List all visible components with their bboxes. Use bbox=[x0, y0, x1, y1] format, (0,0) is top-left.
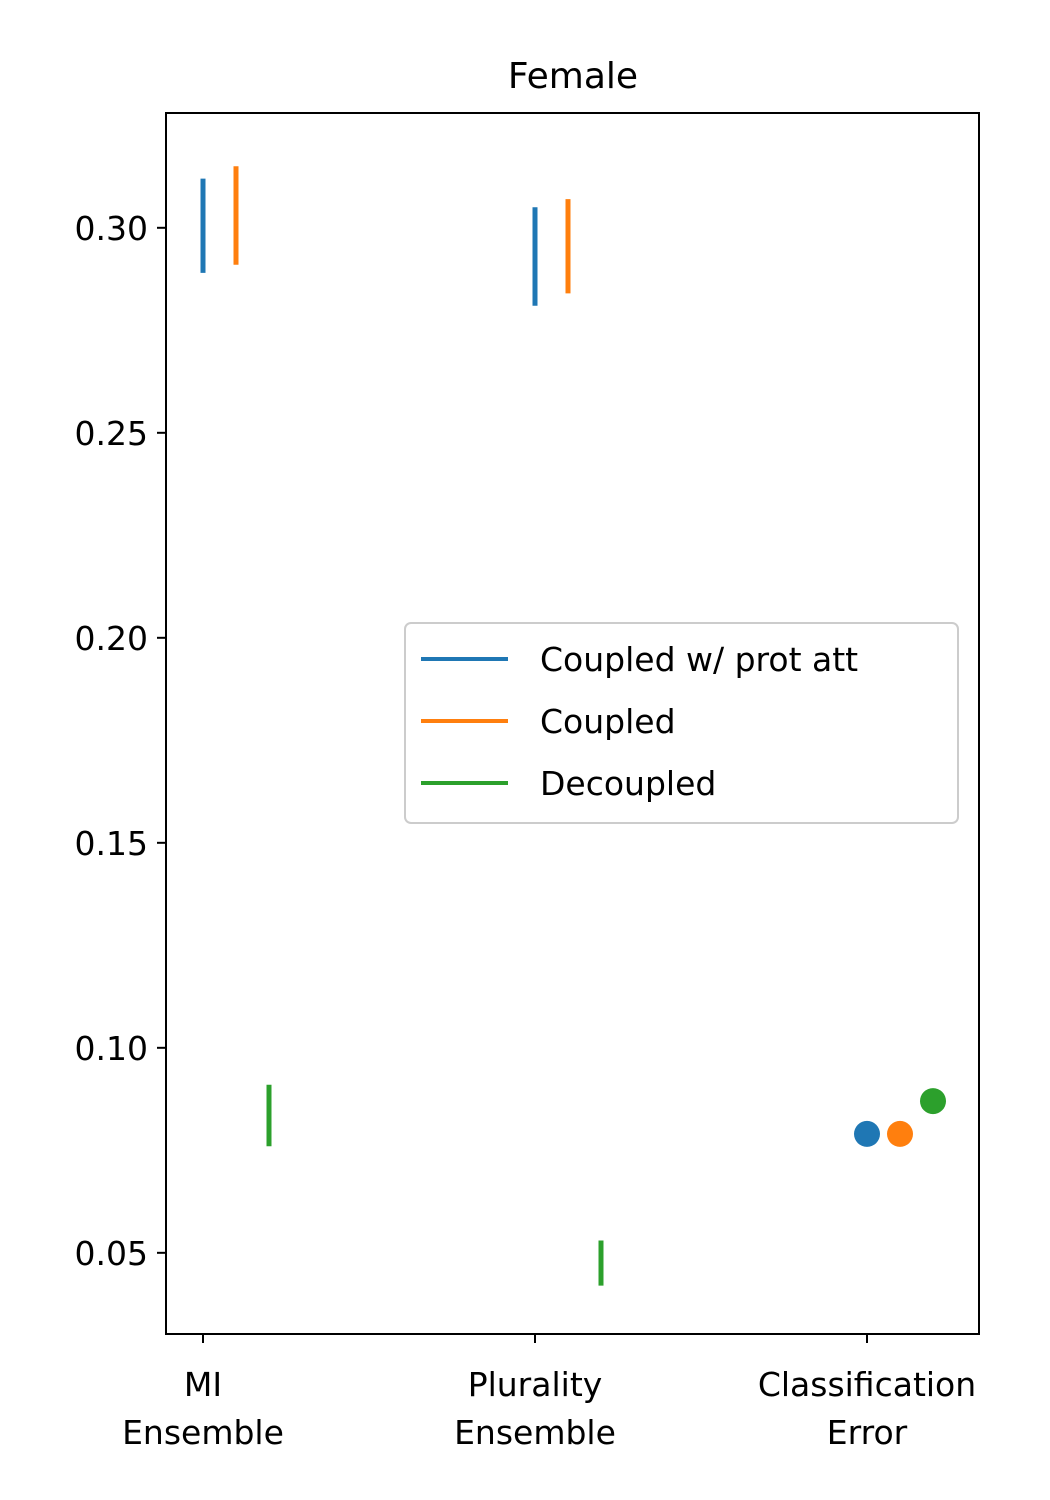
x-tick-label: MI bbox=[184, 1365, 222, 1404]
y-tick-label: 0.30 bbox=[75, 209, 148, 248]
x-tick-label: Error bbox=[827, 1413, 908, 1452]
legend-box bbox=[404, 622, 959, 824]
y-tick-label: 0.10 bbox=[75, 1029, 148, 1068]
plot-marks bbox=[200, 166, 946, 1286]
x-tick-label: Classification bbox=[758, 1365, 976, 1404]
data-point bbox=[920, 1088, 946, 1115]
x-axis: MI Ensemble Plurality Ensemble Classificatio… bbox=[122, 1334, 976, 1452]
legend-label: Coupled bbox=[540, 702, 676, 741]
x-tick-label: Ensemble bbox=[122, 1413, 284, 1452]
x-tick-label: Plurality bbox=[468, 1365, 603, 1404]
data-point bbox=[854, 1120, 880, 1147]
data-point bbox=[887, 1120, 913, 1147]
y-axis: 0.05 0.10 0.15 0.20 0.25 0.30 bbox=[75, 209, 166, 1273]
legend-label: Coupled w/ prot att bbox=[540, 640, 858, 679]
y-tick-label: 0.05 bbox=[75, 1234, 148, 1273]
y-tick-label: 0.15 bbox=[75, 824, 148, 863]
x-tick-label: Ensemble bbox=[454, 1413, 616, 1452]
legend: Coupled w/ prot att Coupled Decoupled bbox=[404, 622, 959, 824]
y-tick-label: 0.25 bbox=[75, 414, 148, 453]
y-tick-label: 0.20 bbox=[75, 619, 148, 658]
plot-frame bbox=[165, 112, 980, 1335]
legend-label: Decoupled bbox=[540, 764, 716, 803]
chart-title: Female bbox=[508, 56, 638, 97]
